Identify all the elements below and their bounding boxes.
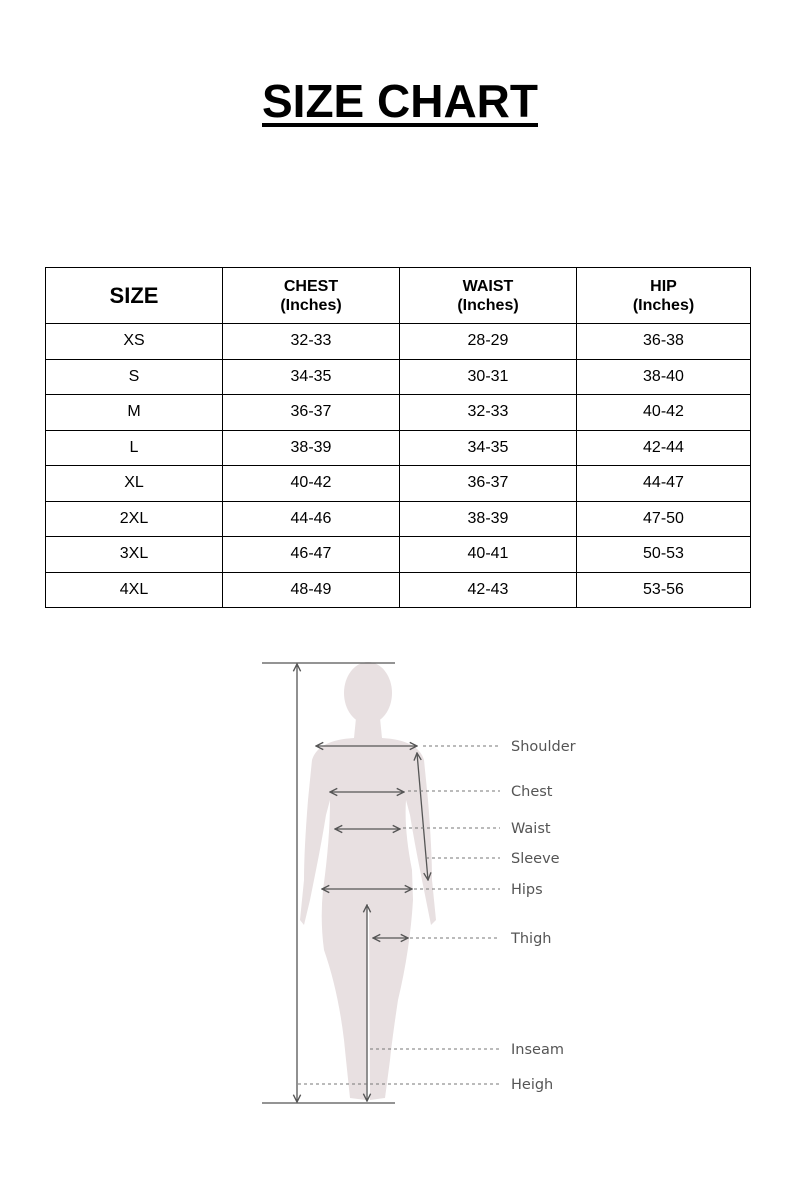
measurement-lines xyxy=(262,662,428,1104)
table-row: M 36-37 32-33 40-42 xyxy=(45,394,751,431)
header-label: HIP xyxy=(650,277,677,295)
header-label: SIZE xyxy=(109,283,159,308)
table-row: S 34-35 30-31 38-40 xyxy=(45,358,751,395)
header-hip: HIP (Inches) xyxy=(576,267,751,324)
cell-size: M xyxy=(45,394,223,431)
cell-size: 4XL xyxy=(45,571,223,608)
cell-chest: 34-35 xyxy=(222,358,400,395)
leader-lines xyxy=(298,745,500,1085)
label-thigh: Thigh xyxy=(510,931,551,947)
table-row: 2XL 44-46 38-39 47-50 xyxy=(45,500,751,537)
silhouette xyxy=(300,662,436,1100)
cell-chest: 40-42 xyxy=(222,465,400,502)
label-shoulder: Shoulder xyxy=(511,739,576,755)
cell-size: 2XL xyxy=(45,500,223,537)
cell-waist: 30-31 xyxy=(399,358,577,395)
header-label: CHEST xyxy=(283,277,339,295)
label-inseam: Inseam xyxy=(511,1042,564,1058)
table-row: 3XL 46-47 40-41 50-53 xyxy=(45,536,751,573)
cell-hip: 53-56 xyxy=(576,571,751,608)
label-hips: Hips xyxy=(511,882,543,898)
label-height: Heigh xyxy=(511,1077,553,1093)
cell-chest: 44-46 xyxy=(222,500,400,537)
table-header-row: SIZE CHEST (Inches) WAIST (Inches) HIP (Inc… xyxy=(45,267,751,324)
cell-chest: 36-37 xyxy=(222,394,400,431)
header-size: SIZE xyxy=(45,267,223,324)
cell-hip: 36-38 xyxy=(576,323,751,360)
size-table: SIZE CHEST (Inches) WAIST (Inches) HIP (Inc… xyxy=(45,267,751,608)
header-unit: (Inches) xyxy=(632,296,695,314)
label-chest: Chest xyxy=(511,784,553,800)
label-waist: Waist xyxy=(511,821,551,837)
header-label: WAIST xyxy=(462,277,514,295)
header-chest: CHEST (Inches) xyxy=(222,267,400,324)
header-unit: (Inches) xyxy=(280,296,342,314)
cell-waist: 34-35 xyxy=(399,429,577,466)
cell-waist: 42-43 xyxy=(399,571,577,608)
table-row: XL 40-42 36-37 44-47 xyxy=(45,465,751,502)
table-row: 4XL 48-49 42-43 53-56 xyxy=(45,571,751,608)
label-sleeve: Sleeve xyxy=(511,851,560,867)
table-row: L 38-39 34-35 42-44 xyxy=(45,429,751,466)
header-waist: WAIST (Inches) xyxy=(399,267,577,324)
cell-hip: 44-47 xyxy=(576,465,751,502)
cell-size: S xyxy=(45,358,223,395)
cell-hip: 38-40 xyxy=(576,358,751,395)
cell-chest: 48-49 xyxy=(222,571,400,608)
cell-size: XL xyxy=(45,465,223,502)
cell-waist: 32-33 xyxy=(399,394,577,431)
header-unit: (Inches) xyxy=(457,296,519,314)
page-title: SIZE CHART xyxy=(262,75,538,127)
cell-hip: 42-44 xyxy=(576,429,751,466)
cell-size: XS xyxy=(45,323,223,360)
